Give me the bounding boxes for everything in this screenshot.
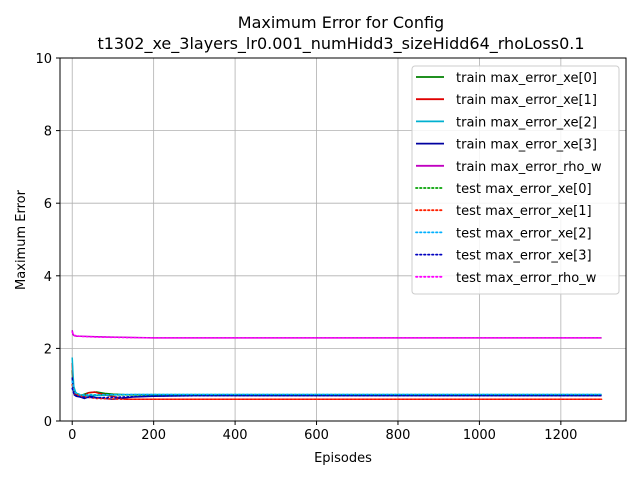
x-axis-label: Episodes <box>314 451 372 466</box>
y-axis-label: Maximum Error <box>14 189 29 290</box>
x-tick-label: 200 <box>141 428 166 443</box>
series-line-9 <box>71 331 603 339</box>
legend-box <box>411 65 620 295</box>
series-lines <box>71 330 603 400</box>
legend-entry-label: train max_error_xe[2] <box>456 115 597 130</box>
series-line-7 <box>71 380 603 396</box>
legend-entry-label: test max_error_rho_w <box>456 271 597 286</box>
y-tick-label: 4 <box>44 270 52 285</box>
x-tick-label: 400 <box>223 428 248 443</box>
y-tick-label: 0 <box>44 415 52 430</box>
x-tick-label: 1000 <box>463 428 496 443</box>
legend-entry-label: test max_error_xe[0] <box>456 182 592 197</box>
legend: train max_error_xe[0]train max_error_xe[… <box>411 65 620 295</box>
y-tick-label: 8 <box>44 125 52 140</box>
x-tick-label: 800 <box>386 428 411 443</box>
series-line-0 <box>71 370 602 397</box>
y-tick-label: 2 <box>44 342 52 357</box>
y-tick-label: 6 <box>44 197 52 212</box>
series-line-4 <box>71 330 602 339</box>
series-line-5 <box>71 383 603 396</box>
x-axis-ticks: 0 200 400 600 800 1000 1200 <box>68 421 577 443</box>
x-tick-label: 0 <box>68 428 76 443</box>
plot-frame <box>59 57 627 422</box>
series-line-8 <box>71 387 603 399</box>
chart-title-line-1: Maximum Error for Config <box>238 13 444 32</box>
x-tick-label: 1200 <box>544 428 577 443</box>
chart-title-line-2: t1302_xe_3layers_lr0.001_numHidd3_sizeHi… <box>97 34 584 54</box>
legend-entry-label: test max_error_xe[1] <box>456 204 592 219</box>
x-tick-label: 600 <box>304 428 329 443</box>
y-axis-ticks: 0 2 4 6 8 10 <box>35 52 60 430</box>
series-line-6 <box>71 383 603 400</box>
legend-entry-label: train max_error_xe[0] <box>456 71 597 86</box>
legend-entry-label: test max_error_xe[2] <box>456 226 592 241</box>
y-tick-label: 10 <box>35 52 52 67</box>
legend-entry-label: train max_error_xe[3] <box>456 138 597 153</box>
legend-entry-label: train max_error_xe[1] <box>456 93 597 108</box>
legend-entry-label: train max_error_rho_w <box>456 160 602 175</box>
series-line-2 <box>71 357 602 397</box>
legend-entry-label: test max_error_xe[3] <box>456 249 592 264</box>
